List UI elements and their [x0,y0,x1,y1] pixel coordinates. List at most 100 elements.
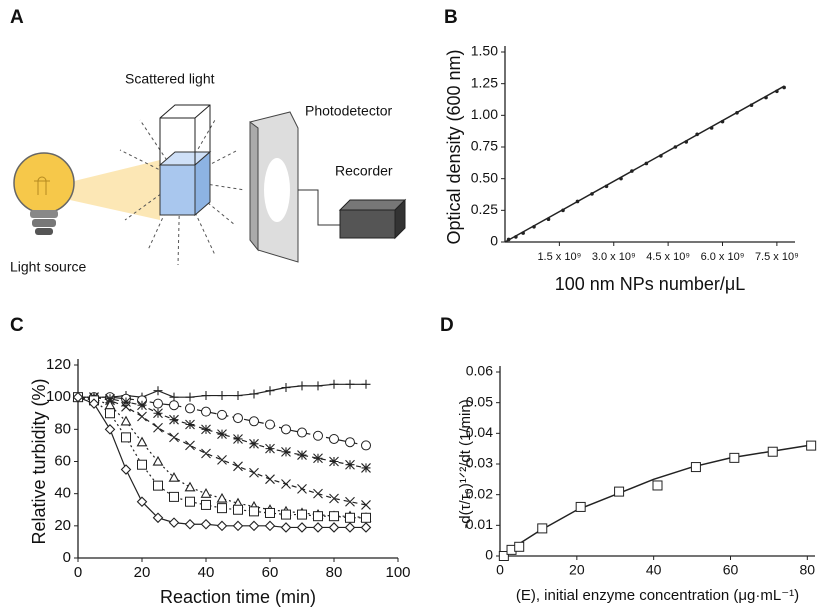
y-tick-label: 40 [54,485,71,502]
data-point [514,541,525,552]
x-tick-label: 1.5 x 10⁹ [537,251,581,263]
data-point [153,422,163,433]
data-point [137,400,147,411]
data-point [201,499,211,510]
data-point [249,416,259,427]
y-tick-label: 0.03 [466,455,493,471]
data-point [537,523,548,534]
data-point [217,455,227,465]
data-point [360,522,372,533]
data-point [329,433,339,444]
y-tick-label: 0.05 [466,393,493,409]
x-tick-label: 0 [496,562,504,578]
data-point [806,440,817,451]
data-point [684,140,689,144]
y-tick-label: 0 [485,547,493,563]
data-point [735,111,739,115]
cuvette-frame [159,104,211,165]
x-tick-label: 80 [326,564,343,581]
x-tick-label: 80 [800,562,816,578]
data-point [184,481,196,492]
data-point [185,496,195,507]
data-point [249,506,259,517]
data-point [297,450,307,460]
data-point [201,424,211,435]
y-tick-label: 0.06 [466,363,493,379]
panel-label: A [10,7,24,28]
data-point [313,511,323,522]
x-tick-label: 100 [385,564,410,581]
diagram-label: Photodetector [305,103,393,119]
data-point [265,386,275,396]
data-point [673,145,678,149]
data-point [217,503,227,514]
data-point [345,496,355,507]
y-tick-label: 0.75 [471,138,498,154]
data-point [764,95,768,100]
bulb-base [32,219,56,227]
data-point [201,448,211,459]
y-tick-label: 1.00 [471,106,498,122]
diagram-label: Recorder [335,163,393,179]
data-point [361,512,371,523]
data-point [782,85,786,90]
x-tick-label: 60 [723,562,739,578]
data-point [329,493,339,504]
data-point [105,408,115,419]
data-point [296,522,308,533]
y-tick-label: 100 [46,388,71,405]
data-point [104,424,116,435]
y-tick-label: 0 [63,549,71,566]
data-point [297,483,307,494]
data-point [136,496,148,507]
data-point [749,103,754,107]
y-tick-label: 0.04 [466,424,493,440]
y-tick-label: 60 [54,452,71,469]
data-point [105,393,115,404]
data-point [201,406,211,417]
data-point [659,154,663,158]
recorder-top [338,199,407,211]
cuvette-side [194,150,211,217]
data-point [280,522,292,533]
data-point [120,415,132,426]
data-point [514,235,518,239]
photodetector-edge [249,121,259,252]
x-tick-label: 20 [134,564,151,581]
data-point [281,446,291,457]
data-point [233,434,243,444]
x-tick-label: 6.0 x 10⁹ [701,251,745,263]
data-point [168,471,180,482]
data-point [281,424,291,435]
data-point [169,432,179,443]
data-point [532,225,536,229]
data-point [265,443,275,454]
data-point [695,132,699,137]
x-tick-label: 4.5 x 10⁹ [646,251,690,263]
y-axis-label: Optical density (600 nm) [444,49,464,244]
data-point [137,411,147,422]
data-point [604,184,609,189]
data-point [121,397,131,407]
data-point [546,217,551,221]
data-point [575,501,586,512]
data-point [88,398,100,409]
y-tick-label: 0 [490,233,498,249]
data-point [281,509,291,520]
data-point [575,199,580,204]
fit-line [499,443,816,557]
y-axis-label: Relative turbidity (%) [29,378,49,544]
data-point [201,391,211,401]
x-tick-label: 60 [262,564,279,581]
data-point [265,419,275,430]
data-point [184,518,196,530]
data-point [152,455,164,466]
data-point [590,192,594,196]
x-tick-label: 40 [646,562,662,578]
panel-label: D [440,315,454,336]
x-tick-label: 0 [74,564,82,581]
bulb [13,152,75,214]
x-tick-label: 3.0 x 10⁹ [592,251,636,263]
data-point [153,408,163,419]
